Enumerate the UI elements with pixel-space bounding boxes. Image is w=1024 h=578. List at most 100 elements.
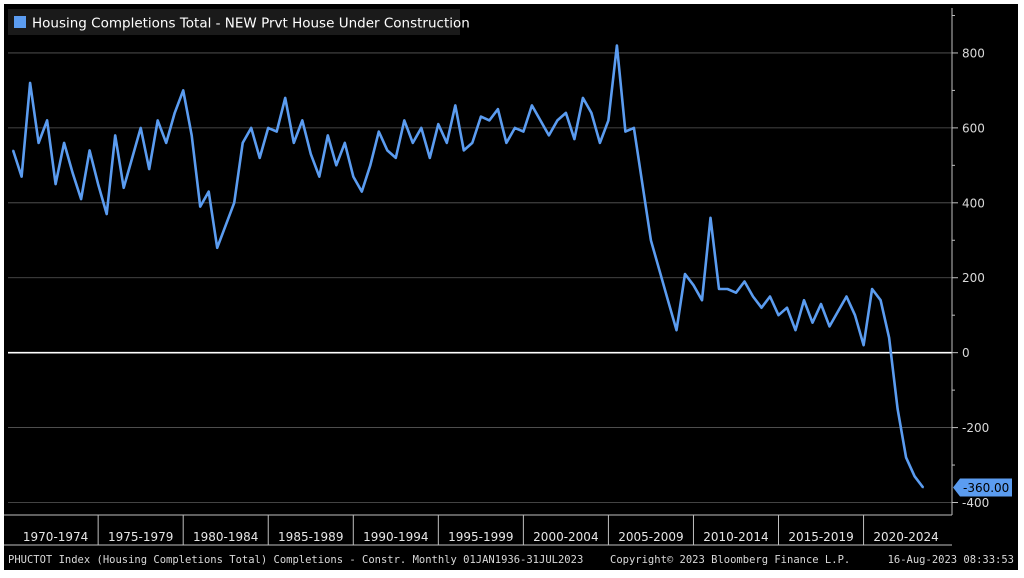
- data-point: [624, 130, 627, 133]
- data-point: [258, 157, 261, 159]
- data-point: [692, 284, 695, 287]
- data-point: [284, 97, 287, 99]
- y-tick-label: -200: [962, 421, 989, 435]
- data-point: [658, 269, 661, 272]
- footer-timestamp: 16-Aug-2023 08:33:53: [888, 554, 1014, 566]
- data-point: [684, 273, 686, 275]
- data-point: [37, 142, 40, 144]
- x-tick-label: 1970-1974: [23, 530, 88, 544]
- data-point: [556, 119, 559, 122]
- data-point: [497, 108, 499, 110]
- legend-swatch: [14, 16, 26, 28]
- x-tick-label: 1990-1994: [363, 530, 428, 544]
- data-point: [803, 299, 805, 302]
- data-point: [888, 336, 890, 339]
- legend-label: Housing Completions Total - NEW Prvt Hou…: [32, 16, 470, 32]
- data-point: [573, 138, 576, 140]
- data-point: [505, 142, 508, 144]
- data-point: [173, 112, 176, 114]
- data-point: [360, 190, 363, 193]
- x-tick-label: 1975-1979: [108, 530, 173, 544]
- footer-copyright: Copyright© 2023 Bloomberg Finance L.P.: [610, 554, 850, 566]
- data-point: [820, 303, 822, 305]
- data-point: [590, 112, 593, 114]
- data-point: [233, 202, 236, 204]
- data-point: [854, 314, 856, 316]
- data-point: [539, 119, 542, 122]
- data-point: [777, 314, 780, 316]
- data-point: [20, 175, 23, 178]
- data-point: [471, 142, 474, 144]
- data-point: [752, 295, 754, 298]
- data-point: [412, 142, 414, 144]
- data-point: [811, 321, 814, 324]
- data-point: [488, 119, 491, 122]
- data-point: [701, 299, 703, 302]
- data-point: [241, 142, 244, 144]
- data-point: [88, 149, 91, 152]
- data-point: [641, 183, 644, 185]
- data-point: [97, 183, 99, 185]
- chart-frame: [4, 4, 1018, 570]
- data-point: [871, 288, 873, 290]
- y-axis: 800 600 400 200 0 -200 -400: [951, 8, 989, 515]
- data-point: [369, 164, 372, 167]
- data-point: [182, 89, 184, 92]
- data-point: [565, 112, 567, 114]
- data-point: [114, 134, 116, 137]
- data-point: [667, 299, 669, 302]
- data-point: [718, 288, 720, 290]
- data-point: [845, 295, 848, 298]
- grid-layer: [8, 52, 952, 503]
- data-point: [309, 153, 312, 155]
- data-point: [122, 187, 125, 189]
- data-point: [275, 130, 278, 133]
- data-point: [131, 157, 133, 159]
- data-point: [794, 329, 797, 331]
- legend[interactable]: Housing Completions Total - NEW Prvt Hou…: [8, 9, 470, 35]
- series-layer: [11, 44, 925, 489]
- data-point: [599, 142, 601, 144]
- data-point: [301, 119, 304, 122]
- data-point: [54, 183, 57, 185]
- data-point: [454, 104, 457, 107]
- data-point: [446, 142, 448, 144]
- footer-source: PHUCTOT Index (Housing Completions Total…: [8, 554, 583, 566]
- data-point: [12, 149, 14, 152]
- data-point: [769, 295, 771, 298]
- data-point: [922, 486, 924, 489]
- data-point: [905, 456, 907, 459]
- data-point: [343, 142, 346, 144]
- data-point: [165, 142, 167, 144]
- data-point: [709, 216, 712, 219]
- footer: PHUCTOT Index (Housing Completions Total…: [8, 554, 1014, 566]
- data-point: [913, 475, 916, 478]
- last-value-callout-box: [953, 478, 1012, 497]
- x-tick-label: 1995-1999: [448, 530, 513, 544]
- series-line: [11, 44, 925, 489]
- data-point: [46, 119, 48, 122]
- y-tick-label: 400: [962, 196, 985, 210]
- data-point: [420, 127, 423, 129]
- data-point: [429, 157, 431, 159]
- x-tick-label: 2000-2004: [533, 530, 598, 544]
- data-point: [190, 134, 193, 137]
- data-point: [514, 127, 516, 129]
- data-point: [71, 172, 74, 174]
- data-point: [743, 280, 746, 283]
- data-point: [29, 82, 31, 84]
- last-value-callout: -360.00: [953, 478, 1012, 497]
- data-point: [828, 325, 831, 328]
- y-tick-label: 800: [962, 46, 985, 60]
- data-point: [386, 149, 389, 152]
- data-point: [616, 44, 618, 47]
- data-point: [250, 127, 253, 129]
- data-point: [207, 190, 210, 193]
- y-tick-label: -400: [962, 496, 989, 510]
- data-point: [650, 239, 652, 242]
- x-tick-label: 1980-1984: [193, 530, 258, 544]
- x-tick-label: 2015-2019: [788, 530, 853, 544]
- data-point: [156, 119, 159, 122]
- legend-background: [8, 9, 460, 35]
